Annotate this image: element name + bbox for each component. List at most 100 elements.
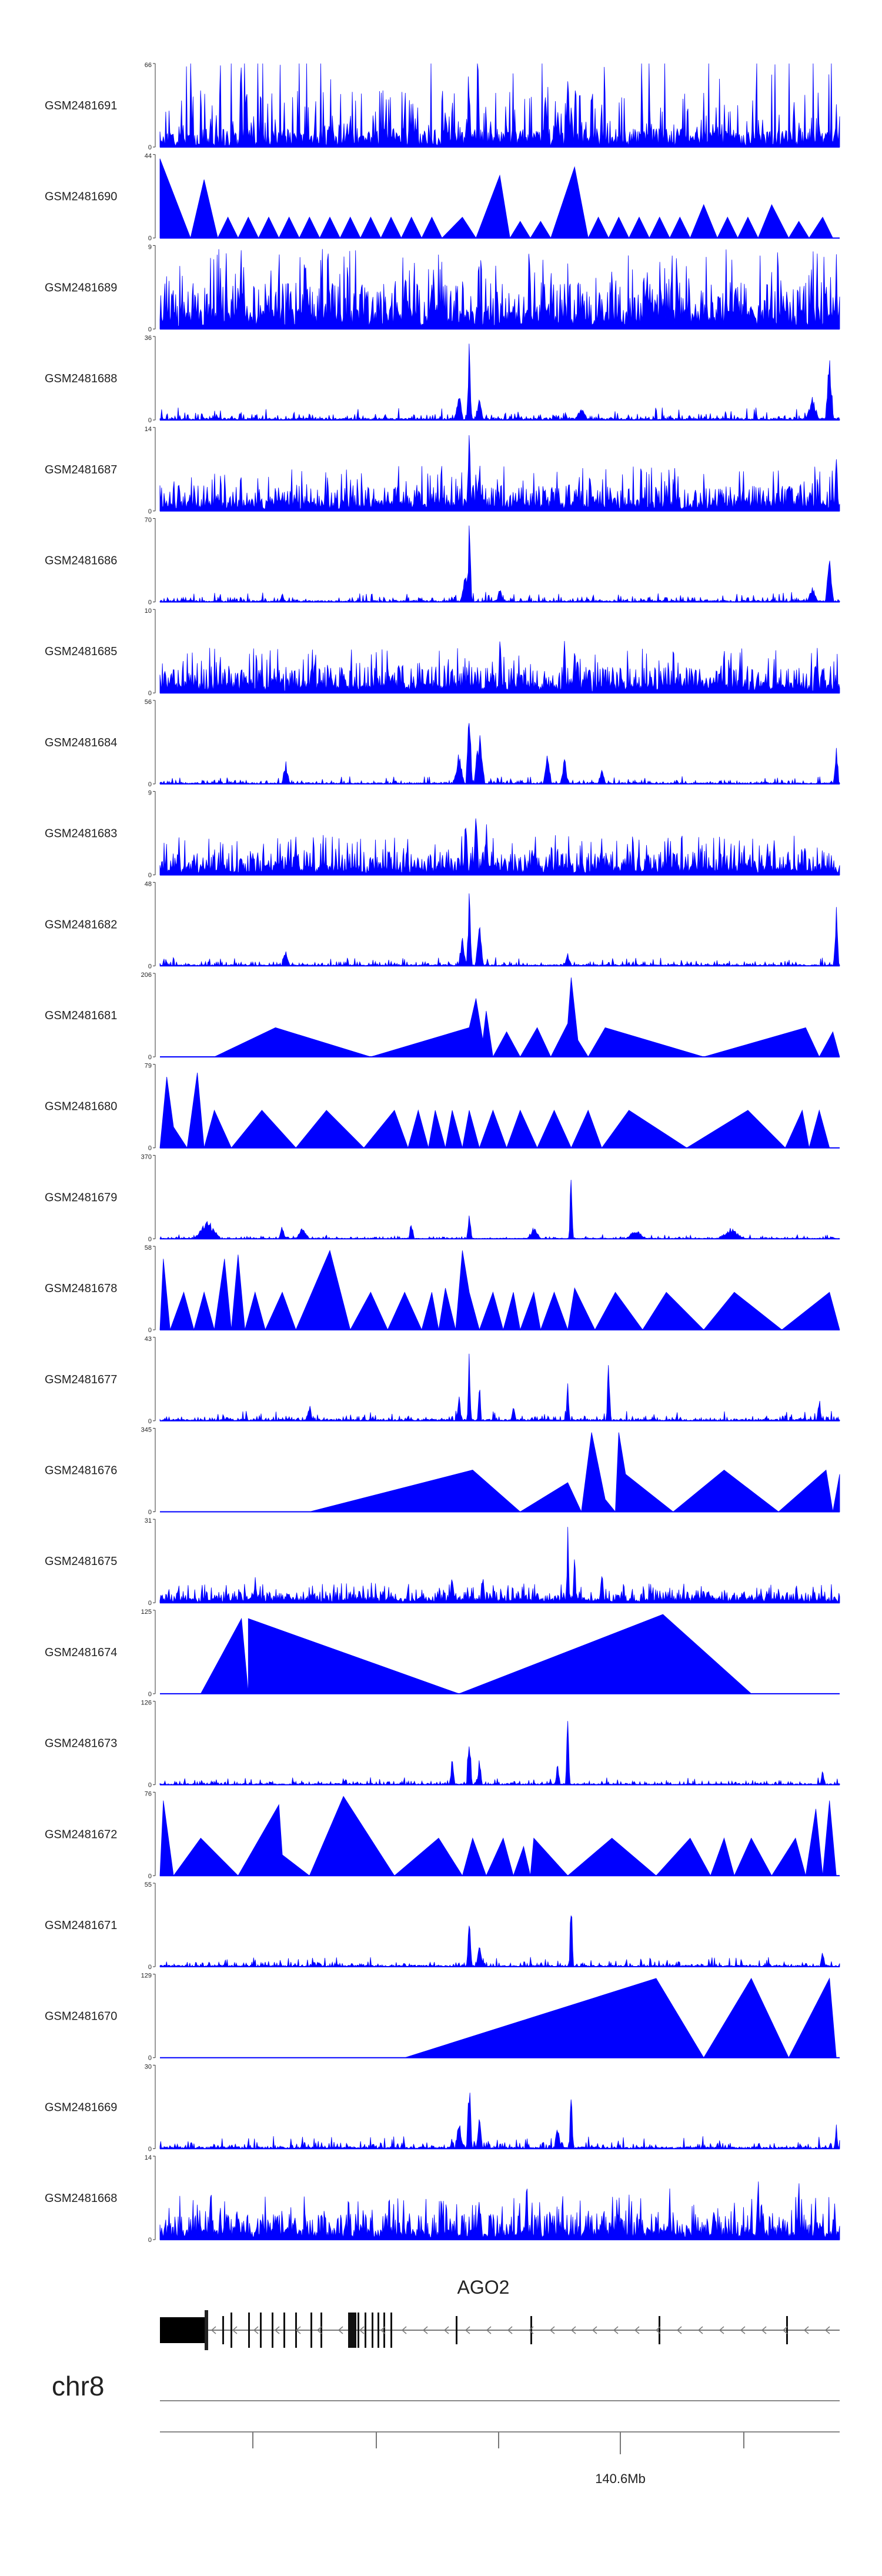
track-GSM2481673: GSM2481673 126 0: [45, 1700, 840, 1789]
gene-exon: [372, 2313, 373, 2348]
gene-exon: [348, 2313, 356, 2348]
track-GSM2481671: GSM2481671 55 0: [45, 1881, 840, 1971]
track-ymax-label: 10: [145, 608, 152, 615]
track-ymin-label: 0: [148, 599, 152, 606]
gene-exon: [456, 2316, 457, 2344]
strand-arrow: [592, 2326, 597, 2334]
strand-arrow: [803, 2326, 809, 2334]
track-label: GSM2481686: [45, 555, 117, 568]
track-GSM2481677: GSM2481677 43 0: [45, 1336, 840, 1425]
track-label: GSM2481674: [45, 1646, 117, 1659]
track-GSM2481691: GSM2481691 66 0: [45, 62, 840, 151]
track-ymin-label: 0: [148, 781, 152, 788]
strand-arrow: [613, 2326, 619, 2334]
track-ymin-label: 0: [148, 1509, 152, 1516]
track-ymax-label: 370: [141, 1153, 152, 1160]
track-ymax-label: 9: [148, 243, 152, 251]
track-ymin-label: 0: [148, 1327, 152, 1334]
strand-arrow: [274, 2326, 280, 2334]
track-ymax-label: 56: [145, 699, 152, 706]
track-signal: [159, 435, 840, 512]
track-ymax-label: 31: [145, 1517, 152, 1524]
track-signal: [159, 1796, 837, 1877]
strand-arrow: [824, 2326, 830, 2334]
track-signal: [159, 1721, 840, 1786]
track-GSM2481690: GSM2481690 44 0: [45, 153, 840, 242]
track-ymax-label: 44: [145, 153, 152, 160]
track-ymin-label: 0: [148, 1964, 152, 1971]
strand-arrow: [465, 2326, 470, 2334]
track-GSM2481682: GSM2481682 48 0: [45, 880, 840, 970]
strand-arrow: [528, 2326, 534, 2334]
track-signal: [159, 2093, 840, 2150]
strand-arrow: [232, 2326, 238, 2334]
track-signal: [159, 525, 840, 603]
chromosome-ideogram: chr8: [52, 2371, 840, 2401]
track-signal: [159, 893, 840, 967]
track-GSM2481675: GSM2481675 31 0: [45, 1517, 840, 1607]
track-ymin-label: 0: [148, 235, 152, 242]
track-signal: [405, 1977, 837, 2058]
gene-model-ago2: AGO2: [160, 2277, 840, 2350]
track-ymin-label: 0: [148, 417, 152, 424]
track-GSM2481685: GSM2481685 10 0: [45, 608, 840, 697]
strand-arrow: [211, 2326, 216, 2334]
track-signal: [159, 63, 840, 148]
track-ymin-label: 0: [148, 144, 152, 151]
track-label: GSM2481679: [45, 1191, 117, 1204]
track-ymin-label: 0: [148, 690, 152, 697]
coverage-tracks: GSM2481691660GSM2481690440GSM248168990GS…: [45, 62, 840, 2244]
track-ymax-label: 48: [145, 880, 152, 887]
track-label: GSM2481678: [45, 1282, 117, 1295]
track-GSM2481678: GSM2481678 58 0: [45, 1244, 840, 1334]
strand-arrow: [422, 2326, 428, 2334]
track-ymax-label: 129: [141, 1973, 152, 1980]
track-label: GSM2481668: [45, 2192, 117, 2205]
track-GSM2481672: GSM2481672 76 0: [45, 1790, 840, 1880]
gene-exon: [230, 2313, 232, 2348]
track-ymin-label: 0: [148, 1600, 152, 1607]
gene-exon: [383, 2313, 385, 2348]
track-signal: [159, 2181, 840, 2240]
track-signal: [159, 1180, 840, 1240]
strand-arrow: [507, 2326, 513, 2334]
track-signal: [159, 1353, 840, 1422]
track-label: GSM2481672: [45, 1828, 117, 1841]
strand-arrow: [380, 2326, 386, 2334]
track-ymax-label: 43: [145, 1336, 152, 1343]
gene-exon: [283, 2313, 285, 2348]
track-signal: [309, 1432, 840, 1513]
gene-exon: [205, 2310, 208, 2350]
track-label: GSM2481676: [45, 1464, 117, 1477]
gene-exon: [320, 2313, 322, 2348]
track-ymin-label: 0: [148, 963, 152, 970]
gene-exon: [377, 2313, 379, 2348]
track-label: GSM2481684: [45, 736, 117, 749]
track-ymax-label: 345: [141, 1427, 152, 1434]
track-signal: [214, 977, 840, 1058]
strand-arrow: [486, 2326, 492, 2334]
track-signal: [159, 640, 840, 693]
track-ymax-label: 58: [145, 1244, 152, 1252]
strand-arrow: [676, 2326, 682, 2334]
strand-arrow: [740, 2326, 746, 2334]
gene-exon: [358, 2313, 359, 2348]
track-GSM2481684: GSM2481684 56 0: [45, 699, 840, 788]
track-ymax-label: 206: [141, 972, 152, 979]
track-signal: [159, 343, 840, 421]
track-label: GSM2481670: [45, 2010, 117, 2023]
track-ymin-label: 0: [148, 1054, 152, 1061]
track-label: GSM2481683: [45, 827, 117, 840]
track-label: GSM2481682: [45, 918, 117, 931]
strand-arrow: [634, 2326, 640, 2334]
track-ymin-label: 0: [148, 1145, 152, 1152]
gene-exon: [530, 2316, 532, 2344]
track-GSM2481668: GSM2481668 14 0: [45, 2154, 840, 2244]
track-ymax-label: 70: [145, 517, 152, 524]
strand-arrow: [443, 2326, 449, 2334]
gene-exon: [390, 2313, 392, 2348]
track-GSM2481679: GSM2481679 370 0: [45, 1153, 840, 1243]
gene-exon: [260, 2313, 262, 2348]
genome-axis: 140.6Mb: [160, 2431, 840, 2486]
